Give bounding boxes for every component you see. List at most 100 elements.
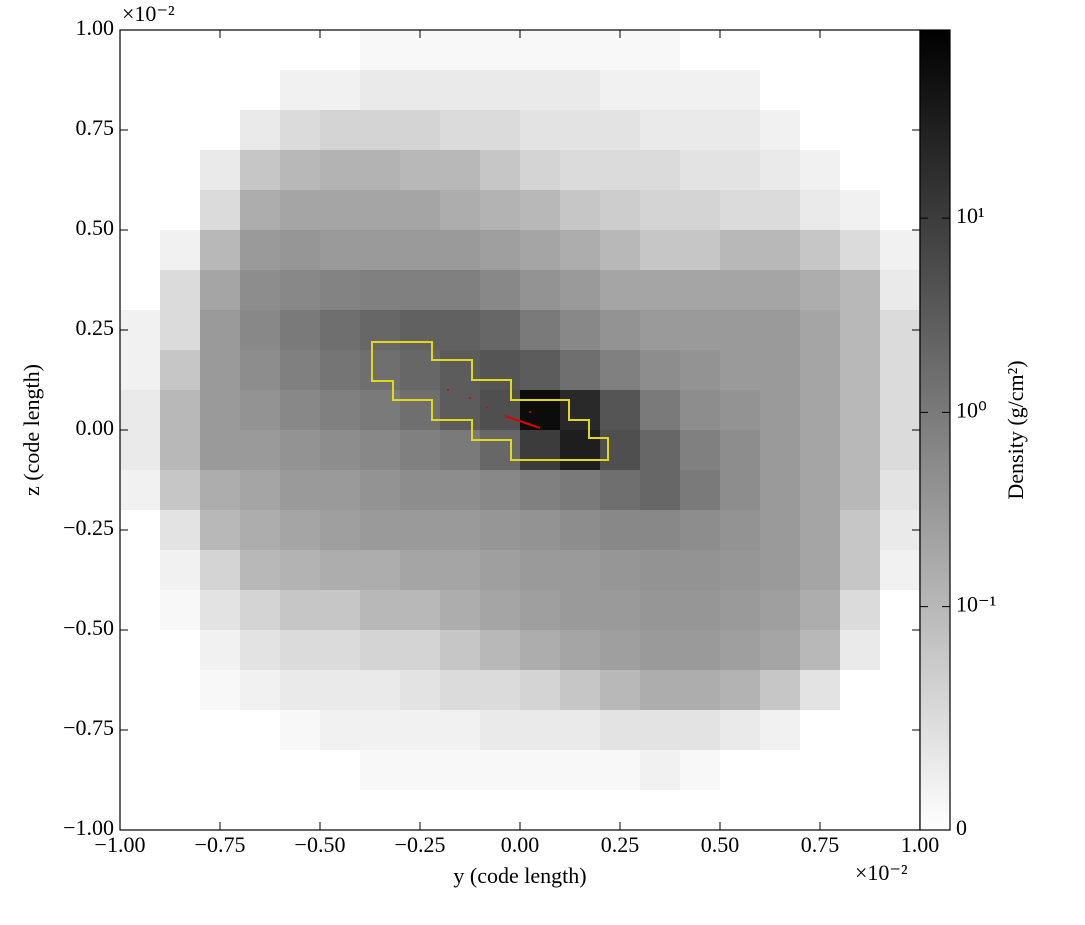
cell xyxy=(680,390,721,431)
cell xyxy=(800,70,841,111)
cell xyxy=(760,70,801,111)
cell xyxy=(400,750,441,791)
cell xyxy=(160,190,201,231)
cell xyxy=(680,310,721,351)
cell xyxy=(720,310,761,351)
cell xyxy=(160,150,201,191)
heatmap xyxy=(120,30,921,831)
cell xyxy=(560,30,601,71)
cell xyxy=(800,230,841,271)
cell xyxy=(720,550,761,591)
cell xyxy=(880,790,921,831)
cell xyxy=(560,310,601,351)
cell xyxy=(200,350,241,391)
cell xyxy=(560,630,601,671)
cell xyxy=(720,710,761,751)
cell xyxy=(760,750,801,791)
cell xyxy=(320,190,361,231)
cell xyxy=(560,590,601,631)
cell xyxy=(400,270,441,311)
cell xyxy=(640,590,681,631)
y-tick-label: −0.75 xyxy=(63,715,114,740)
cell xyxy=(880,150,921,191)
cell xyxy=(880,30,921,71)
cell xyxy=(440,30,481,71)
cell xyxy=(640,750,681,791)
cell xyxy=(600,710,641,751)
cell xyxy=(280,230,321,271)
y-tick-label: 0.50 xyxy=(76,215,115,240)
cell xyxy=(240,70,281,111)
cell xyxy=(200,430,241,471)
cell xyxy=(520,750,561,791)
cell xyxy=(480,350,521,391)
cell xyxy=(240,590,281,631)
cell xyxy=(880,430,921,471)
cell xyxy=(840,670,881,711)
cell xyxy=(600,590,641,631)
cell xyxy=(800,470,841,511)
cell xyxy=(480,230,521,271)
cell xyxy=(560,110,601,151)
cell xyxy=(320,390,361,431)
cell xyxy=(160,710,201,751)
cell xyxy=(520,30,561,71)
cell xyxy=(720,590,761,631)
cell xyxy=(520,70,561,111)
cell xyxy=(240,750,281,791)
cell xyxy=(520,430,561,471)
cell xyxy=(720,750,761,791)
cell xyxy=(640,710,681,751)
cell xyxy=(840,190,881,231)
cell xyxy=(880,230,921,271)
cell xyxy=(200,510,241,551)
cell xyxy=(360,270,401,311)
cell xyxy=(800,270,841,311)
cell xyxy=(800,550,841,591)
cell xyxy=(800,350,841,391)
cell xyxy=(640,230,681,271)
cell xyxy=(280,310,321,351)
x-offset: ×10⁻² xyxy=(855,860,908,885)
cell xyxy=(320,670,361,711)
cell xyxy=(560,470,601,511)
cell xyxy=(800,710,841,751)
cell xyxy=(600,510,641,551)
cell xyxy=(840,550,881,591)
x-tick-label: 0.00 xyxy=(501,832,540,857)
cell xyxy=(240,110,281,151)
cell xyxy=(840,70,881,111)
cell xyxy=(600,150,641,191)
colorbar-label: Density (g/cm²) xyxy=(1003,360,1028,499)
cell xyxy=(840,790,881,831)
cell xyxy=(720,430,761,471)
cell xyxy=(640,270,681,311)
cell xyxy=(200,390,241,431)
cell xyxy=(200,550,241,591)
cell xyxy=(840,630,881,671)
cell xyxy=(600,430,641,471)
cell xyxy=(640,550,681,591)
cell xyxy=(880,630,921,671)
cell xyxy=(520,590,561,631)
x-tick-label: −1.00 xyxy=(95,832,146,857)
cell xyxy=(760,430,801,471)
cell xyxy=(760,110,801,151)
cell xyxy=(760,630,801,671)
cell xyxy=(360,470,401,511)
cell xyxy=(320,310,361,351)
cell xyxy=(760,310,801,351)
cell xyxy=(480,430,521,471)
cell xyxy=(480,470,521,511)
cell xyxy=(640,150,681,191)
cell xyxy=(840,470,881,511)
cell xyxy=(600,750,641,791)
x-tick-label: 0.75 xyxy=(801,832,840,857)
cell xyxy=(680,30,721,71)
cell xyxy=(440,710,481,751)
cell xyxy=(600,670,641,711)
cell xyxy=(680,510,721,551)
y-tick-label: 0.25 xyxy=(76,315,115,340)
cell xyxy=(320,590,361,631)
cell xyxy=(120,270,161,311)
